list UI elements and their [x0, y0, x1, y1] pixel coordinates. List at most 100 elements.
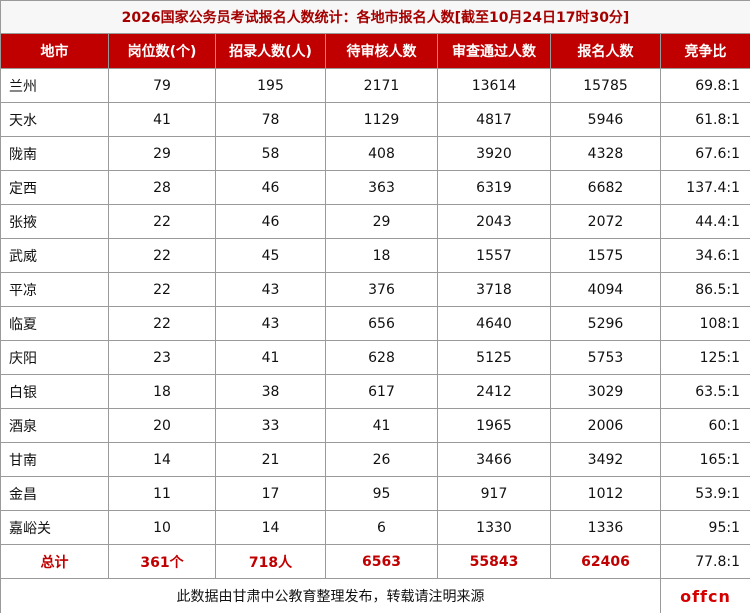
cell: 60:1 — [660, 408, 750, 443]
total-cell: 6563 — [325, 544, 438, 579]
cell: 10 — [108, 510, 216, 545]
footer-logo: offcn — [660, 578, 750, 613]
cell: 2006 — [550, 408, 661, 443]
data-row: 金昌 11 17 95 917 1012 53.9:1 — [0, 476, 750, 511]
cell: 6682 — [550, 170, 661, 205]
cell: 408 — [325, 136, 438, 171]
cell: 1129 — [325, 102, 438, 137]
cell: 4817 — [437, 102, 551, 137]
cell: 11 — [108, 476, 216, 511]
cell: 18 — [325, 238, 438, 273]
cell: 金昌 — [0, 476, 109, 511]
cell: 43 — [215, 272, 326, 307]
cell: 1965 — [437, 408, 551, 443]
cell: 46 — [215, 204, 326, 239]
cell: 陇南 — [0, 136, 109, 171]
data-row: 兰州 79 195 2171 13614 15785 69.8:1 — [0, 68, 750, 103]
cell: 41 — [325, 408, 438, 443]
cell: 95 — [325, 476, 438, 511]
total-cell: 总计 — [0, 544, 109, 579]
cell: 20 — [108, 408, 216, 443]
cell: 628 — [325, 340, 438, 375]
cell: 44.4:1 — [660, 204, 750, 239]
data-row: 武威 22 45 18 1557 1575 34.6:1 — [0, 238, 750, 273]
cell: 5946 — [550, 102, 661, 137]
data-row: 平凉 22 43 376 3718 4094 86.5:1 — [0, 272, 750, 307]
cell: 3466 — [437, 442, 551, 477]
data-row: 定西 28 46 363 6319 6682 137.4:1 — [0, 170, 750, 205]
total-cell: 62406 — [550, 544, 661, 579]
cell: 14 — [108, 442, 216, 477]
cell: 617 — [325, 374, 438, 409]
footer-row: 此数据由甘肃中公教育整理发布，转载请注明来源 offcn — [0, 578, 750, 613]
total-cell: 361个 — [108, 544, 216, 579]
cell: 5125 — [437, 340, 551, 375]
cell: 2412 — [437, 374, 551, 409]
cell: 38 — [215, 374, 326, 409]
cell: 白银 — [0, 374, 109, 409]
cell: 34.6:1 — [660, 238, 750, 273]
cell: 45 — [215, 238, 326, 273]
cell: 363 — [325, 170, 438, 205]
cell: 3029 — [550, 374, 661, 409]
data-row: 天水 41 78 1129 4817 5946 61.8:1 — [0, 102, 750, 137]
total-cell: 77.8:1 — [660, 544, 750, 579]
data-row: 张掖 22 46 29 2043 2072 44.4:1 — [0, 204, 750, 239]
cell: 3492 — [550, 442, 661, 477]
cell: 庆阳 — [0, 340, 109, 375]
data-row: 陇南 29 58 408 3920 4328 67.6:1 — [0, 136, 750, 171]
cell: 平凉 — [0, 272, 109, 307]
cell: 2043 — [437, 204, 551, 239]
data-row: 白银 18 38 617 2412 3029 63.5:1 — [0, 374, 750, 409]
cell: 6 — [325, 510, 438, 545]
cell: 41 — [215, 340, 326, 375]
cell: 2171 — [325, 68, 438, 103]
cell: 79 — [108, 68, 216, 103]
table-title: 2026国家公务员考试报名人数统计：各地市报名人数[截至10月24日17时30分… — [0, 0, 750, 34]
cell: 46 — [215, 170, 326, 205]
total-cell: 55843 — [437, 544, 551, 579]
cell: 6319 — [437, 170, 551, 205]
header-row: 地市 岗位数(个) 招录人数(人) 待审核人数 审查通过人数 报名人数 竞争比 — [0, 33, 750, 69]
cell: 2072 — [550, 204, 661, 239]
footer-note: 此数据由甘肃中公教育整理发布，转载请注明来源 — [0, 578, 661, 613]
cell: 13614 — [437, 68, 551, 103]
cell: 29 — [108, 136, 216, 171]
cell: 14 — [215, 510, 326, 545]
cell: 4640 — [437, 306, 551, 341]
cell: 376 — [325, 272, 438, 307]
cell: 23 — [108, 340, 216, 375]
cell: 656 — [325, 306, 438, 341]
cell: 嘉峪关 — [0, 510, 109, 545]
cell: 95:1 — [660, 510, 750, 545]
header-cell: 审查通过人数 — [437, 33, 551, 69]
header-cell: 岗位数(个) — [108, 33, 216, 69]
cell: 15785 — [550, 68, 661, 103]
cell: 78 — [215, 102, 326, 137]
cell: 武威 — [0, 238, 109, 273]
header-cell: 招录人数(人) — [215, 33, 326, 69]
total-row: 总计 361个 718人 6563 55843 62406 77.8:1 — [0, 544, 750, 579]
cell: 甘南 — [0, 442, 109, 477]
cell: 917 — [437, 476, 551, 511]
cell: 22 — [108, 272, 216, 307]
cell: 临夏 — [0, 306, 109, 341]
cell: 5296 — [550, 306, 661, 341]
cell: 125:1 — [660, 340, 750, 375]
cell: 定西 — [0, 170, 109, 205]
cell: 86.5:1 — [660, 272, 750, 307]
cell: 26 — [325, 442, 438, 477]
cell: 29 — [325, 204, 438, 239]
cell: 165:1 — [660, 442, 750, 477]
cell: 41 — [108, 102, 216, 137]
cell: 18 — [108, 374, 216, 409]
cell: 58 — [215, 136, 326, 171]
cell: 1330 — [437, 510, 551, 545]
cell: 4094 — [550, 272, 661, 307]
total-cell: 718人 — [215, 544, 326, 579]
cell: 21 — [215, 442, 326, 477]
cell: 22 — [108, 306, 216, 341]
cell: 1336 — [550, 510, 661, 545]
cell: 4328 — [550, 136, 661, 171]
